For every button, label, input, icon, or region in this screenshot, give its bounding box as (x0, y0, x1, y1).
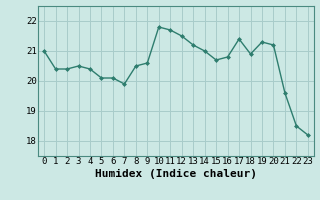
X-axis label: Humidex (Indice chaleur): Humidex (Indice chaleur) (95, 169, 257, 179)
